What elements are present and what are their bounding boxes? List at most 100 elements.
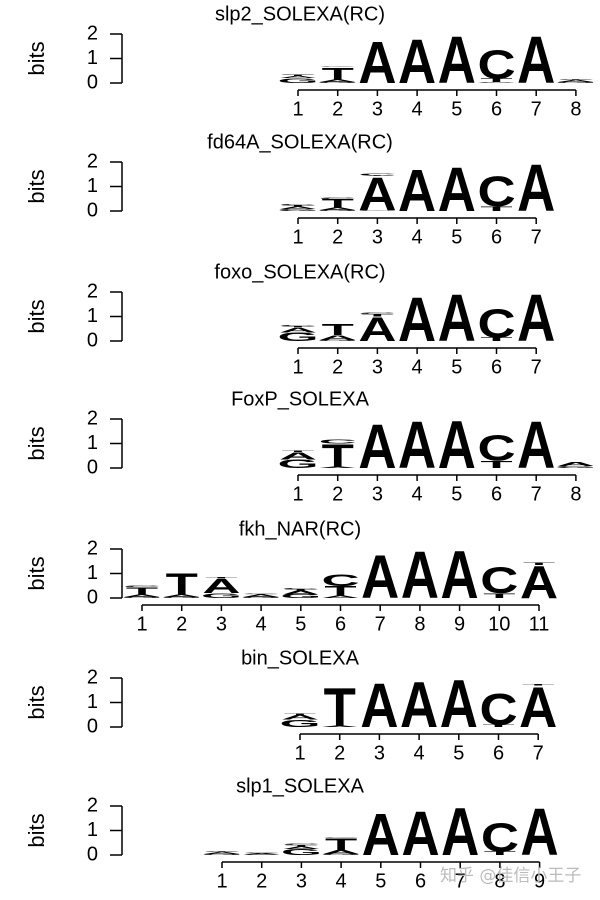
x-tick-label: 9: [454, 613, 465, 635]
x-tick-label: 4: [412, 356, 423, 378]
x-tick-label: 3: [296, 870, 307, 892]
logo-letter: G: [201, 853, 242, 855]
logo-letter: C: [282, 844, 320, 846]
logo-letter: T: [282, 326, 315, 328]
logo-letter: G: [555, 466, 596, 469]
x-tick-label: 5: [451, 356, 462, 378]
chart-title: slp1_SOLEXA: [236, 775, 365, 797]
logo-letter: G: [121, 596, 162, 598]
x-tick-label: 6: [491, 356, 502, 378]
logo-letter: C: [321, 571, 359, 590]
logo-letter: C: [358, 313, 396, 315]
x-tick-label: 3: [372, 98, 383, 120]
x-tick-label: 5: [375, 870, 386, 892]
logo-letter: T: [480, 459, 512, 470]
x-tick-label: 2: [256, 870, 267, 892]
x-tick-label: 2: [332, 483, 343, 505]
y-tick-label: 2: [87, 794, 98, 816]
logo-letter: A: [477, 82, 515, 83]
logo-letter: G: [201, 592, 242, 600]
logo-letter: A: [321, 725, 359, 727]
x-tick-label: 4: [256, 613, 267, 635]
logo-letter: T: [480, 205, 512, 213]
chart-title: slp2_SOLEXA(RC): [215, 3, 385, 25]
y-axis-label: bits: [24, 426, 49, 460]
y-tick-label: 2: [87, 666, 98, 688]
logo-letter: A: [517, 151, 555, 225]
logo-letter: G: [281, 848, 322, 857]
logo-letter: C: [319, 439, 357, 445]
logo-letter: A: [441, 537, 479, 613]
y-axis-label: bits: [24, 41, 49, 75]
logo-letter: A: [438, 155, 476, 225]
y-tick-label: 2: [87, 537, 98, 559]
x-tick-label: 11: [529, 613, 550, 635]
logo-letter: A: [358, 29, 396, 96]
logo-letter: A: [322, 849, 360, 855]
x-tick-label: 5: [451, 226, 462, 248]
logo-letter: T: [322, 321, 355, 338]
y-axis-label: bits: [24, 299, 49, 333]
logo-letter: A: [243, 853, 281, 855]
y-tick-label: 1: [87, 691, 98, 713]
logo-letter: A: [400, 669, 438, 741]
logo-letter: G: [476, 82, 517, 83]
chart-title: FoxP_SOLEXA: [231, 388, 370, 410]
x-tick-label: 6: [415, 870, 426, 892]
y-tick-label: 0: [87, 586, 98, 608]
x-tick-label: 3: [372, 483, 383, 505]
logo-letter: C: [358, 173, 396, 176]
y-tick-label: 1: [87, 819, 98, 841]
y-tick-label: 2: [87, 150, 98, 172]
logo-letter: G: [279, 718, 320, 729]
logo-letter: A: [163, 594, 201, 598]
logo-letter: A: [202, 575, 240, 597]
logo-letter: C: [480, 560, 518, 602]
x-tick-label: 2: [176, 613, 187, 635]
chart-title: fkh_NAR(RC): [239, 518, 361, 540]
x-tick-label: 1: [216, 870, 227, 892]
logo-letter: T: [285, 589, 318, 591]
logo-letter: T: [361, 175, 394, 176]
logo-letter: T: [324, 584, 357, 599]
logo-letter: G: [277, 457, 318, 470]
logo-letter: G: [357, 210, 398, 211]
x-tick-label: 7: [531, 356, 542, 378]
x-tick-label: 8: [414, 613, 425, 635]
x-tick-label: 7: [531, 226, 542, 248]
y-tick-label: 2: [87, 407, 98, 429]
logo-letter: A: [361, 543, 399, 612]
y-tick-label: 1: [87, 175, 98, 197]
logo-letter: C: [123, 585, 161, 587]
x-tick-label: 8: [570, 98, 581, 120]
logo-letter: A: [438, 281, 476, 355]
logo-letter: C: [319, 197, 357, 199]
y-axis-label: bits: [24, 813, 49, 847]
logo-letter: A: [520, 557, 558, 608]
logo-letter: A: [438, 407, 476, 483]
logo-letter: C: [477, 428, 515, 468]
x-tick-label: 6: [491, 226, 502, 248]
logo-letter: G: [317, 339, 358, 341]
logo-letter: A: [362, 801, 400, 868]
logo-letter: A: [521, 795, 559, 869]
x-tick-label: 1: [292, 483, 303, 505]
logo-letter: A: [517, 408, 555, 482]
logo-letter: G: [317, 81, 358, 83]
logo-letter: A: [398, 27, 436, 97]
x-tick-label: 9: [534, 870, 545, 892]
logo-letter: A: [557, 461, 595, 467]
logo-letter: C: [282, 588, 320, 590]
logo-letter: A: [321, 595, 359, 599]
logo-letter: T: [522, 684, 555, 686]
logo-letter: A: [438, 23, 476, 97]
logo-letter: A: [398, 408, 436, 482]
y-axis-label: bits: [24, 556, 49, 590]
x-tick-label: 10: [488, 613, 510, 635]
logo-letter: C: [477, 169, 515, 216]
logo-letter: T: [282, 451, 315, 453]
logo-letter: T: [166, 567, 198, 601]
logo-letter: C: [557, 79, 595, 80]
logo-letter: C: [203, 850, 241, 851]
